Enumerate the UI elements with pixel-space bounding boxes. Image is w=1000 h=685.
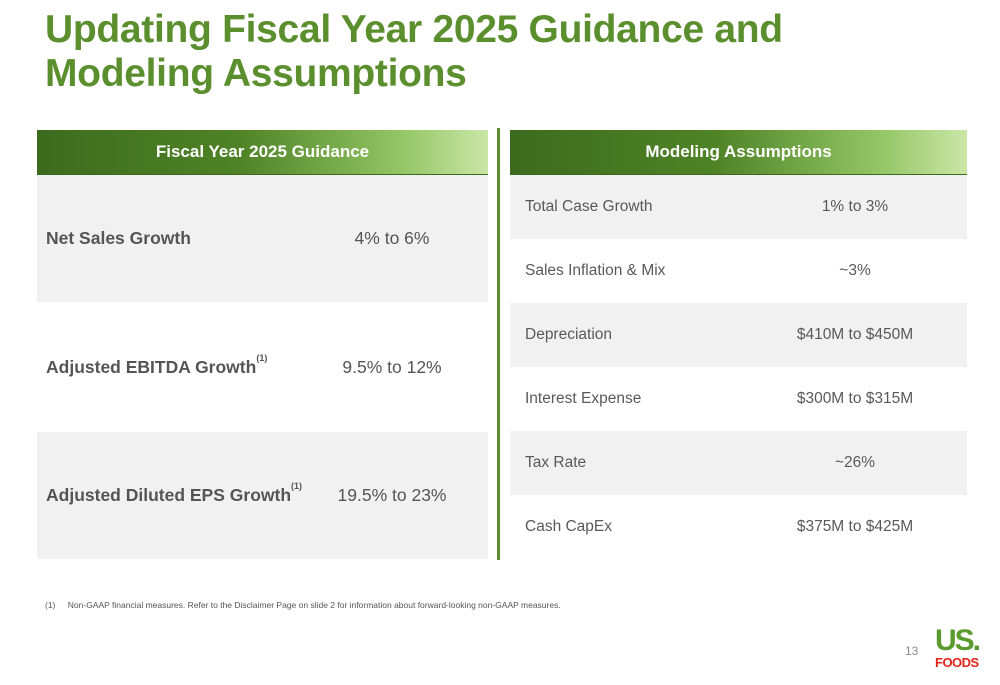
panel-divider xyxy=(497,128,500,560)
modeling-row-label: Total Case Growth xyxy=(525,198,653,215)
modeling-row-value: ~3% xyxy=(839,262,871,279)
guidance-header-rule xyxy=(37,174,488,175)
guidance-row-eps: Adjusted Diluted EPS Growth(1) 19.5% to … xyxy=(37,432,488,559)
page-number: 13 xyxy=(905,644,919,658)
modeling-row-value: $375M to $425M xyxy=(796,518,914,535)
footnote-number: (1) xyxy=(45,600,56,610)
modeling-row-label: Sales Inflation & Mix xyxy=(525,262,666,279)
modeling-row-value: 1% to 3% xyxy=(821,198,889,215)
modeling-row: Tax Rate ~26% xyxy=(510,431,967,495)
guidance-header-label: Fiscal Year 2025 Guidance xyxy=(155,142,370,161)
modeling-row: Sales Inflation & Mix ~3% xyxy=(510,239,967,303)
modeling-header-label: Modeling Assumptions xyxy=(645,142,832,161)
guidance-row-label: Adjusted Diluted EPS Growth(1) xyxy=(46,481,303,505)
modeling-row-value: $300M to $315M xyxy=(796,390,914,407)
footnote-marker: (1) xyxy=(256,352,268,363)
modeling-row: Total Case Growth 1% to 3% xyxy=(510,175,967,239)
guidance-row-label: Adjusted EBITDA Growth(1) xyxy=(46,352,268,377)
guidance-row-net-sales: Net Sales Growth 4% to 6% xyxy=(37,175,488,302)
footnote: (1) Non-GAAP financial measures. Refer t… xyxy=(45,600,561,610)
guidance-row-value: 9.5% to 12% xyxy=(342,356,442,377)
guidance-row-value: 4% to 6% xyxy=(354,228,430,248)
svg-text:FOODS: FOODS xyxy=(935,655,980,670)
guidance-row-label: Net Sales Growth xyxy=(46,228,191,248)
guidance-row-ebitda: Adjusted EBITDA Growth(1) 9.5% to 12% xyxy=(37,302,488,432)
modeling-header: Modeling Assumptions xyxy=(510,130,967,174)
guidance-row-value: 19.5% to 23% xyxy=(337,485,447,505)
modeling-row-label: Interest Expense xyxy=(525,390,642,407)
modeling-row-label: Cash CapEx xyxy=(525,518,613,535)
modeling-row: Interest Expense $300M to $315M xyxy=(510,367,967,431)
us-foods-logo: US. FOODS xyxy=(935,624,982,670)
slide-title: Updating Fiscal Year 2025 Guidance and M… xyxy=(45,8,783,95)
modeling-row: Cash CapEx $375M to $425M xyxy=(510,495,967,559)
modeling-row-value: ~26% xyxy=(834,454,876,471)
svg-text:US.: US. xyxy=(935,624,980,657)
footnote-text: Non-GAAP financial measures. Refer to th… xyxy=(67,600,561,610)
modeling-row-label: Depreciation xyxy=(525,326,613,343)
modeling-row: Depreciation $410M to $450M xyxy=(510,303,967,367)
modeling-row-label: Tax Rate xyxy=(525,454,587,471)
modeling-header-rule xyxy=(510,174,967,175)
footnote-marker: (1) xyxy=(291,481,303,491)
guidance-header: Fiscal Year 2025 Guidance xyxy=(37,130,488,174)
modeling-row-value: $410M to $450M xyxy=(796,326,914,343)
